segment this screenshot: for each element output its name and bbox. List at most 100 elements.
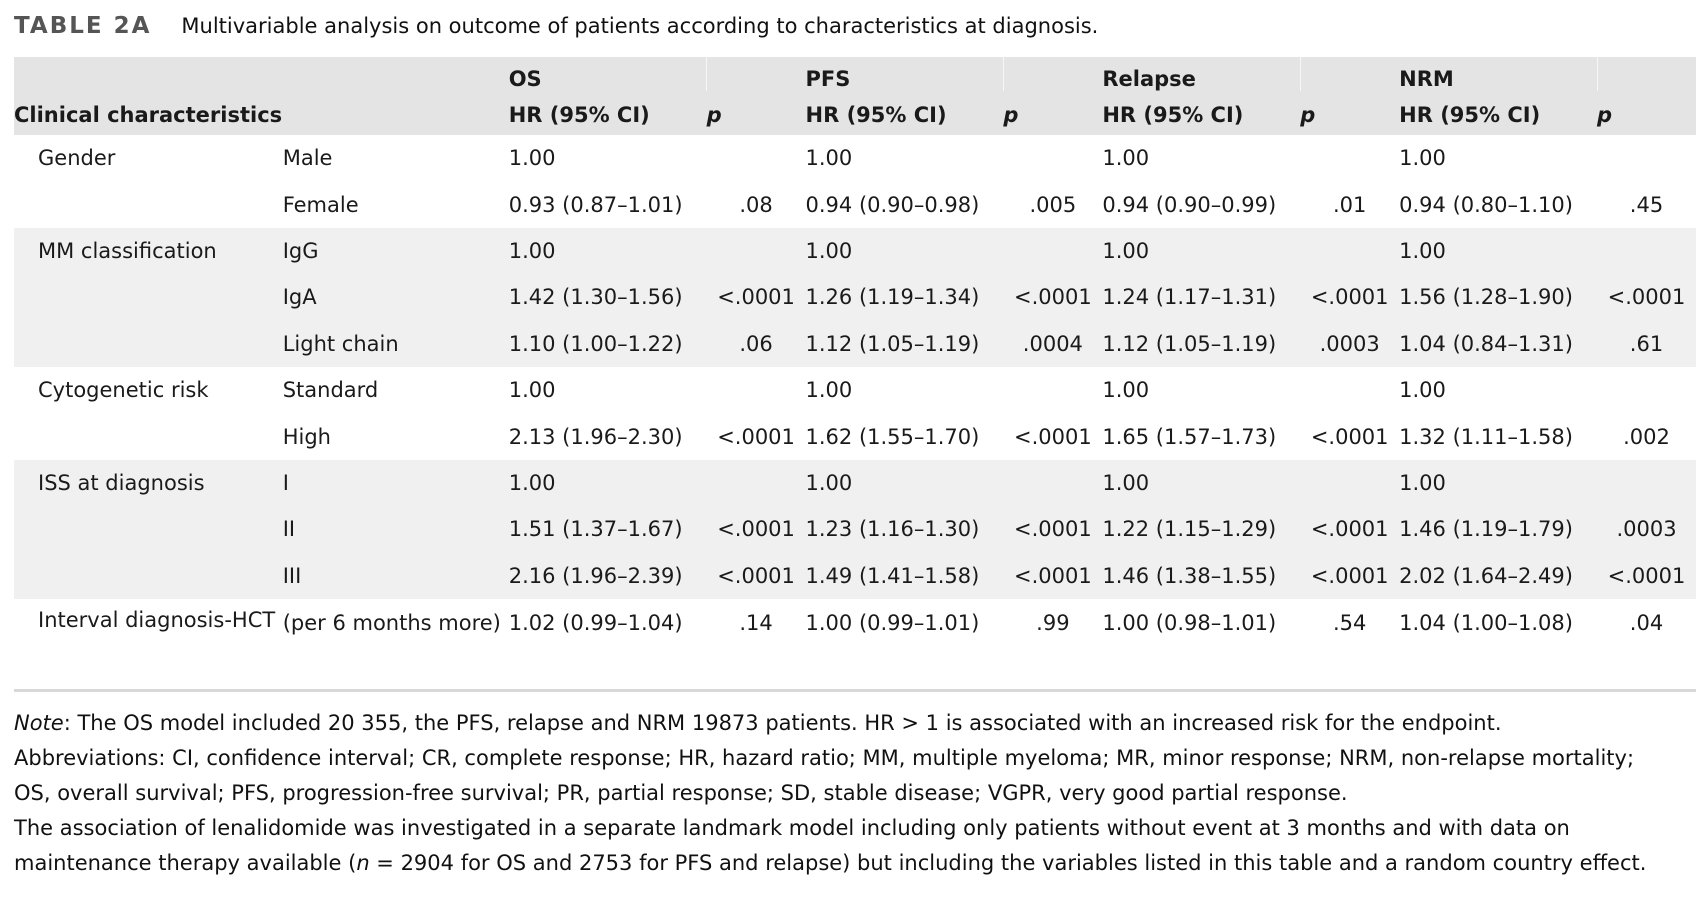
relapse-hr-value: 1.00 (1102, 470, 1150, 495)
relapse-p-value (1300, 228, 1399, 274)
header-pfs-p: p (1003, 103, 1019, 127)
os-hr-value: 1.02 (0.99–1.04) (508, 610, 683, 635)
relapse-p-value: .0003 (1319, 331, 1380, 356)
header-relapse-hr: HR (95% CI) (1102, 103, 1244, 127)
abbreviations-line-1: Abbreviations: CI, confidence interval; … (14, 746, 1635, 770)
row-category: Gender (38, 146, 116, 171)
header-nrm-hr: HR (95% CI) (1399, 103, 1541, 127)
nrm-p-value (1597, 367, 1696, 413)
os-hr-value: 1.00 (508, 146, 556, 171)
table-row: IgA 1.42 (1.30–1.56) <.0001 1.26 (1.19–1… (14, 274, 1696, 321)
relapse-p-value: .01 (1332, 192, 1367, 217)
pfs-hr-value: 1.00 (805, 378, 853, 403)
relapse-p-value (1300, 460, 1399, 506)
nrm-hr-value: 1.04 (0.84–1.31) (1399, 331, 1573, 356)
note-label: Note (14, 711, 64, 735)
table-label: TABLE 2A (14, 13, 152, 39)
relapse-hr-value: 1.46 (1.38–1.55) (1102, 563, 1277, 588)
pfs-p-value: .99 (1036, 610, 1070, 635)
header-row-endpoints: OS PFS Relapse NRM (14, 57, 1696, 91)
os-hr-value: 1.00 (508, 238, 556, 263)
nrm-hr-value: 1.00 (1399, 146, 1446, 171)
relapse-hr-value: 1.00 (1102, 378, 1150, 403)
row-subcategory: IgA (282, 285, 317, 310)
relapse-hr-value: 1.00 (0.98–1.01) (1102, 610, 1277, 635)
os-p-value: <.0001 (717, 563, 795, 588)
relapse-p-value (1300, 367, 1399, 413)
os-hr-value: 2.16 (1.96–2.39) (508, 563, 683, 588)
table-row: Light chain 1.10 (1.00–1.22) .06 1.12 (1… (14, 320, 1696, 367)
os-p-value: .08 (739, 192, 773, 217)
table-header: OS PFS Relapse NRM Clinical characterist… (14, 57, 1696, 135)
os-p-value (707, 460, 806, 506)
header-os: OS (508, 57, 708, 91)
nrm-p-value (1597, 460, 1696, 506)
pfs-p-value (1003, 367, 1102, 413)
pfs-hr-value: 1.00 (805, 146, 853, 171)
os-hr-value: 2.13 (1.96–2.30) (508, 424, 683, 449)
note-line: Note: The OS model included 20 355, the … (14, 706, 1704, 741)
row-subcategory: High (282, 424, 331, 449)
row-category (14, 274, 283, 320)
header-pfs-hr: HR (95% CI) (805, 103, 947, 127)
nrm-p-value: .0003 (1616, 517, 1677, 542)
pfs-p-value: .005 (1029, 192, 1077, 217)
os-p-value: <.0001 (717, 424, 795, 449)
relapse-hr-value: 1.00 (1102, 146, 1150, 171)
header-relapse-p: p (1300, 103, 1316, 127)
row-subcategory: Male (282, 146, 333, 171)
row-category (14, 506, 283, 552)
row-subcategory: Standard (282, 378, 379, 403)
row-category: ISS at diagnosis (38, 470, 205, 495)
os-p-value (707, 228, 806, 274)
row-subcategory: (per 6 months more) (282, 610, 501, 635)
os-hr-value: 1.42 (1.30–1.56) (508, 285, 683, 310)
table-title: Multivariable analysis on outcome of pat… (181, 14, 1099, 38)
pfs-p-value (1003, 460, 1102, 506)
nrm-p-value: .002 (1623, 424, 1670, 449)
relapse-hr-value: 1.12 (1.05–1.19) (1102, 331, 1277, 356)
pfs-hr-value: 1.00 (805, 470, 853, 495)
abbreviations-line-2: OS, overall survival; PFS, progression-f… (14, 781, 1348, 805)
table-footnotes: Note: The OS model included 20 355, the … (14, 706, 1704, 881)
nrm-hr-value: 2.02 (1.64–2.49) (1399, 563, 1573, 588)
header-row-measures: Clinical characteristics HR (95% CI) p H… (14, 91, 1696, 135)
table-row: MM classification IgG 1.00 1.00 1.00 1.0… (14, 227, 1696, 275)
relapse-p-value: <.0001 (1310, 563, 1389, 588)
header-relapse: Relapse (1102, 57, 1301, 91)
pfs-p-value (1003, 135, 1102, 181)
os-p-value (707, 135, 806, 181)
pfs-hr-value: 1.62 (1.55–1.70) (805, 424, 980, 449)
table-row: High 2.13 (1.96–2.30) <.0001 1.62 (1.55–… (14, 413, 1696, 459)
table-row: II 1.51 (1.37–1.67) <.0001 1.23 (1.16–1.… (14, 506, 1696, 553)
row-category (14, 181, 283, 227)
nrm-p-value (1597, 228, 1696, 274)
nrm-p-value (1597, 135, 1696, 181)
nrm-hr-value: 1.00 (1399, 238, 1446, 263)
row-subcategory: IgG (282, 238, 319, 263)
pfs-p-value (1003, 228, 1102, 274)
row-subcategory: II (282, 517, 296, 542)
nrm-hr-value: 1.00 (1399, 378, 1446, 403)
os-p-value: <.0001 (717, 285, 795, 310)
note-text: : The OS model included 20 355, the PFS,… (63, 711, 1502, 735)
nrm-hr-value: 1.56 (1.28–1.90) (1399, 285, 1573, 310)
row-category: MM classification (38, 238, 217, 263)
table-row: Interval diagnosis-HCT (per 6 months mor… (14, 599, 1696, 687)
table-row: Gender Male 1.00 1.00 1.00 1.00 (14, 135, 1696, 181)
row-category (14, 553, 283, 599)
os-p-value: .06 (739, 331, 773, 356)
nrm-p-value: .45 (1629, 192, 1664, 217)
pfs-p-value: .0004 (1022, 331, 1083, 356)
relapse-p-value (1300, 135, 1399, 181)
os-p-value (707, 367, 806, 413)
nrm-hr-value: 1.00 (1399, 470, 1446, 495)
row-subcategory: Female (282, 192, 359, 217)
pfs-p-value: <.0001 (1014, 563, 1092, 588)
os-hr-value: 1.10 (1.00–1.22) (508, 331, 683, 356)
pfs-hr-value: 0.94 (0.90–0.98) (805, 192, 980, 217)
os-p-value: .14 (739, 610, 773, 635)
nrm-hr-value: 1.04 (1.00–1.08) (1399, 610, 1573, 635)
pfs-p-value: <.0001 (1014, 424, 1092, 449)
